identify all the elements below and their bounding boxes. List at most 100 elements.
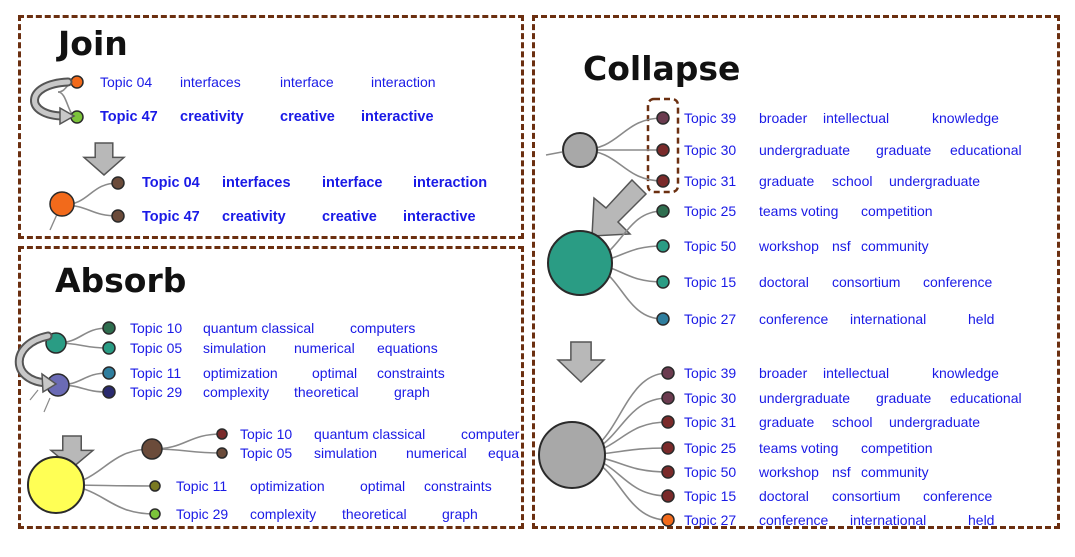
topic-node: [111, 209, 125, 223]
parent-node: [547, 230, 613, 296]
topic-id: Topic 15: [684, 488, 737, 504]
topic-word: graph: [442, 506, 478, 522]
topic-word: creative: [280, 109, 335, 125]
topic-id: Topic 27: [684, 311, 737, 327]
tree-edge: [43, 397, 51, 413]
topic-word: school: [832, 173, 873, 189]
absorb-curved-arrow-head: [41, 372, 58, 394]
topic-word: numerical: [406, 445, 467, 461]
parent-node: [49, 191, 75, 217]
topic-word: educational: [950, 390, 1022, 406]
join-curved-arrow-head: [59, 106, 76, 126]
topic-id: Topic 25: [684, 203, 737, 219]
collapse-down-arrow: [556, 341, 606, 384]
topic-word: conference: [923, 274, 993, 290]
topic-node: [656, 204, 670, 218]
topic-word: theoretical: [294, 384, 359, 400]
topic-word: graduate: [759, 414, 815, 430]
topic-id: Topic 05: [240, 445, 293, 461]
topic-id: Topic 47: [100, 109, 158, 125]
topic-word: conference: [759, 311, 829, 327]
topic-word: creative: [322, 209, 377, 225]
topic-node: [102, 321, 116, 335]
topic-word: optimization: [250, 478, 325, 494]
topic-word: quantum classical: [314, 426, 426, 442]
topic-id: Topic 39: [684, 365, 737, 381]
topic-id: Topic 39: [684, 110, 737, 126]
topic-word: simulation: [203, 340, 267, 356]
topic-word: doctoral: [759, 274, 809, 290]
topic-id: Topic 31: [684, 173, 737, 189]
topic-word: intellectual: [823, 365, 890, 381]
topic-node: [656, 174, 670, 188]
topic-node: [149, 508, 161, 520]
topic-word: constraints: [377, 365, 445, 381]
topic-id: Topic 30: [684, 390, 737, 406]
topic-id: Topic 50: [684, 464, 737, 480]
topic-node: [70, 75, 84, 89]
join-title: Join: [58, 24, 128, 63]
topic-id: Topic 15: [684, 274, 737, 290]
topic-id: Topic 10: [130, 320, 183, 336]
topic-id: Topic 31: [684, 414, 737, 430]
topic-word: interaction: [371, 74, 436, 90]
topic-word: creativity: [222, 209, 286, 225]
parent-node: [562, 132, 598, 168]
topic-word: equations: [377, 340, 438, 356]
topic-word: interactive: [361, 109, 434, 125]
topic-node: [111, 176, 125, 190]
join-panel: [18, 15, 524, 239]
topic-word: interface: [280, 74, 334, 90]
topic-id: Topic 30: [684, 142, 737, 158]
topic-word: held: [968, 512, 995, 528]
topic-node: [661, 415, 675, 429]
topic-word: computers: [350, 320, 416, 336]
topic-id: Topic 11: [130, 365, 182, 381]
absorb-title: Absorb: [55, 261, 187, 300]
topic-id: Topic 04: [142, 175, 200, 191]
topic-id: Topic 05: [130, 340, 183, 356]
topic-word: consortium: [832, 488, 901, 504]
topic-word: optimal: [312, 365, 358, 381]
topic-id: Topic 29: [176, 506, 229, 522]
join-curved-arrow-fill: [32, 79, 71, 119]
topic-word: interface: [322, 175, 383, 191]
topic-word: graduate: [759, 173, 815, 189]
topic-node: [102, 341, 116, 355]
tree-edge: [29, 389, 39, 401]
topic-id: Topic 25: [684, 440, 737, 456]
topic-word: community: [861, 464, 929, 480]
topic-word: broader: [759, 365, 808, 381]
topic-word: computer: [461, 426, 520, 442]
topic-word: interfaces: [222, 175, 291, 191]
topic-node: [656, 239, 670, 253]
topic-id: Topic 47: [142, 209, 200, 225]
topic-word: complexity: [203, 384, 270, 400]
topic-word: interfaces: [180, 74, 241, 90]
topic-node: [656, 111, 670, 125]
topic-word: optimal: [360, 478, 406, 494]
topic-word: graduate: [876, 390, 932, 406]
topic-word: complexity: [250, 506, 317, 522]
topic-node: [656, 143, 670, 157]
topic-word: competition: [861, 203, 933, 219]
topic-word: conference: [759, 512, 829, 528]
topic-word: nsf: [832, 464, 851, 480]
tree-edge: [545, 151, 563, 156]
topic-word: international: [850, 311, 927, 327]
topic-word: undergraduate: [889, 173, 981, 189]
topic-word: graduate: [876, 142, 932, 158]
topic-word: consortium: [832, 274, 901, 290]
collapse-diagonal-arrow: [591, 178, 648, 237]
topic-id: Topic 10: [240, 426, 293, 442]
topic-word: held: [968, 311, 995, 327]
topic-word: theoretical: [342, 506, 407, 522]
topic-word: intellectual: [823, 110, 890, 126]
topic-word: creativity: [180, 109, 244, 125]
topic-word: teams voting: [759, 440, 839, 456]
topic-word: interaction: [413, 175, 488, 191]
topic-word: knowledge: [932, 365, 999, 381]
parent-node: [141, 438, 163, 460]
topic-id: Topic 27: [684, 512, 737, 528]
selection-box: [646, 97, 680, 194]
